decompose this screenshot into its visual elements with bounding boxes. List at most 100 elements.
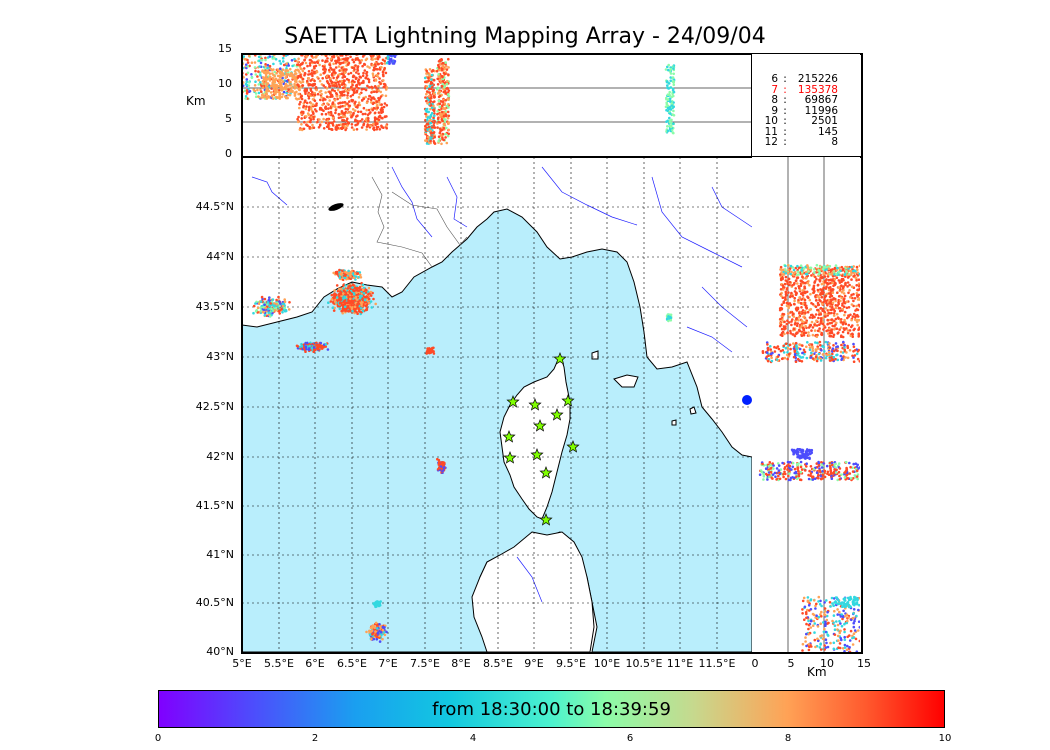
lightning-source — [282, 60, 285, 63]
lightning-source — [281, 56, 285, 60]
lightning-source — [326, 119, 330, 123]
lightning-source — [779, 317, 782, 321]
lightning-source — [270, 307, 273, 310]
lightning-source — [305, 55, 308, 58]
lightning-source — [821, 345, 824, 348]
lightning-source — [804, 324, 807, 328]
lightning-source — [773, 350, 777, 353]
lightning-source — [783, 467, 786, 471]
lightning-source — [261, 93, 264, 96]
lightning-source — [353, 91, 356, 95]
lightning-source — [824, 294, 828, 298]
lightning-source — [369, 294, 373, 297]
lightning-source — [793, 476, 796, 480]
lightning-source — [384, 94, 388, 98]
lightning-source — [257, 95, 260, 98]
lightning-source — [354, 64, 357, 67]
lightning-source — [844, 283, 847, 287]
lightning-source — [433, 141, 436, 144]
lightning-source — [261, 86, 265, 89]
lightning-source — [826, 353, 829, 357]
lightning-source — [818, 298, 821, 302]
lightning-source — [791, 313, 795, 316]
lightning-source — [372, 68, 376, 72]
lightning-source — [351, 88, 354, 92]
graticule — [242, 157, 752, 652]
lightning-source — [784, 294, 788, 297]
lightning-source — [796, 353, 799, 357]
lightning-source — [813, 281, 816, 284]
lightning-source — [777, 347, 781, 351]
lightning-source — [816, 347, 820, 350]
lightning-source — [299, 67, 303, 70]
lightning-source — [667, 82, 671, 85]
lightning-source — [427, 349, 431, 352]
lightning-source — [290, 86, 294, 89]
lightning-source — [764, 472, 768, 476]
lightning-source — [372, 90, 376, 93]
lightning-source — [324, 54, 328, 58]
lightning-source — [285, 74, 288, 78]
lightning-source — [441, 136, 444, 140]
lightning-source — [242, 84, 245, 88]
lightning-source — [341, 115, 345, 118]
lightning-source — [274, 57, 278, 61]
lightning-source — [809, 307, 813, 311]
lightning-source — [367, 117, 370, 120]
lightning-source — [265, 71, 269, 75]
lightning-source — [256, 88, 259, 92]
lightning-source — [331, 102, 334, 105]
lightning-source — [359, 307, 363, 310]
lightning-source — [306, 112, 310, 115]
lightning-source — [436, 126, 439, 129]
lightning-source — [393, 61, 396, 64]
lightning-source — [821, 322, 825, 326]
lightning-source — [341, 76, 344, 79]
lightning-source — [802, 328, 806, 332]
lightning-source — [830, 318, 833, 321]
lightning-source — [269, 91, 273, 94]
lightning-source — [331, 105, 334, 108]
lightning-source — [803, 301, 807, 305]
lightning-source — [429, 136, 432, 139]
lightning-source — [318, 79, 322, 83]
lightning-source — [837, 271, 840, 274]
lightning-source — [344, 107, 348, 111]
star-icon — [503, 451, 517, 464]
lightning-source — [841, 323, 845, 326]
lightning-source — [342, 297, 346, 300]
lightning-source — [370, 91, 373, 94]
lightning-source — [344, 57, 347, 60]
lightning-source — [447, 89, 451, 92]
lightning-source — [765, 341, 769, 344]
lightning-source — [272, 62, 275, 66]
alt-tick: 15 — [218, 42, 232, 55]
lightning-source — [762, 474, 766, 478]
lightning-source — [363, 63, 367, 66]
lightning-source — [796, 282, 799, 285]
lightning-source — [428, 94, 431, 98]
lightning-source — [343, 93, 346, 97]
lightning-source — [843, 346, 846, 349]
lightning-source — [832, 349, 836, 353]
lightning-source — [447, 73, 450, 76]
lightning-source — [808, 346, 812, 349]
lightning-source — [787, 268, 790, 272]
lightning-source — [365, 70, 369, 74]
lightning-source — [298, 106, 301, 110]
lightning-source — [794, 341, 798, 345]
lightning-source — [333, 99, 337, 102]
lightning-source — [360, 118, 364, 121]
lightning-source — [336, 97, 339, 101]
lightning-source — [776, 345, 780, 348]
lightning-source — [346, 304, 350, 308]
lightning-source — [797, 298, 800, 302]
lightning-source — [786, 460, 790, 464]
lightning-source — [350, 126, 354, 129]
lightning-source — [322, 117, 325, 121]
lightning-source — [276, 68, 280, 71]
lightning-source — [801, 294, 805, 297]
lightning-source — [356, 58, 360, 61]
lightning-source — [357, 72, 360, 76]
lightning-source — [784, 472, 787, 476]
